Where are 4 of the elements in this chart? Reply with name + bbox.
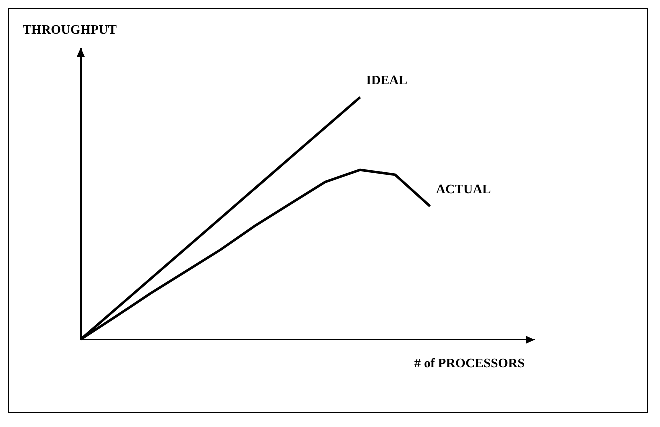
series-label: IDEAL xyxy=(366,72,408,88)
series-label: ACTUAL xyxy=(436,181,492,196)
y-axis-title: THROUGHPUT xyxy=(23,22,118,37)
x-axis-title: # of PROCESSORS xyxy=(414,355,525,370)
